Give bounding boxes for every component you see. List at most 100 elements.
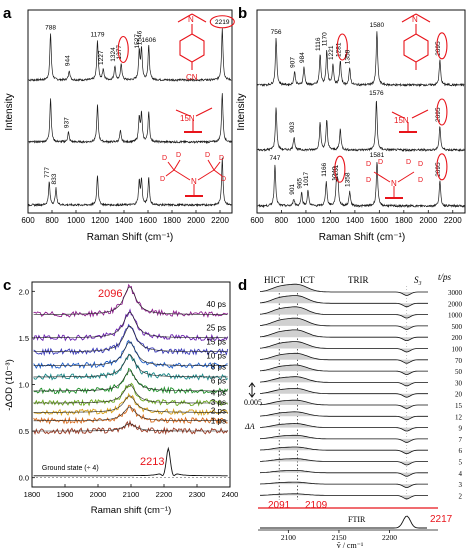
molecule-b-15n-fragment xyxy=(391,109,429,133)
fit-line xyxy=(33,384,228,404)
peak-circle xyxy=(336,33,348,61)
peak-label-2217: 2217 xyxy=(430,514,453,525)
molecule-b-top xyxy=(401,13,431,70)
y-tick-label: 1.5 xyxy=(19,334,29,343)
trir-trace xyxy=(259,481,428,488)
trir-trace xyxy=(259,388,428,398)
x-tick-label: 2100 xyxy=(123,490,140,499)
y-tick-label: 1.0 xyxy=(19,381,29,390)
peak-circle xyxy=(334,155,346,183)
x-tick-label: 2200 xyxy=(156,490,173,499)
delay-label: 6 xyxy=(459,447,463,455)
y-tick-label: 0.5 xyxy=(19,427,29,436)
delay-label: 6 ps xyxy=(211,377,226,386)
header-tps: t/ps xyxy=(438,272,452,282)
x-tick-label: 2000 xyxy=(187,216,205,225)
x-tick-label: 1800 xyxy=(24,490,41,499)
transient-trace xyxy=(33,339,228,370)
delay-label: 2 ps xyxy=(211,406,226,415)
molecule-a-n2-label: N xyxy=(191,177,197,186)
molecule-a-15n-label: 15N xyxy=(180,114,195,123)
ftir-label: FTIR xyxy=(348,515,366,524)
peak-label: 1546 xyxy=(137,30,144,45)
x-tick-label: 1600 xyxy=(370,216,388,225)
transient-trace xyxy=(33,323,229,357)
x-tick-label: 2000 xyxy=(419,216,437,225)
x-tick-label: 2200 xyxy=(444,216,462,225)
molecule-b-d4: D xyxy=(406,159,411,166)
molecule-b-d1: D xyxy=(366,161,371,168)
transient-trace xyxy=(33,367,229,396)
molecule-b-n2-label: N xyxy=(391,179,397,188)
trir-trace xyxy=(259,399,428,409)
trir-fill xyxy=(260,365,428,375)
peak-label: 2095 xyxy=(435,162,442,177)
panel-c-xlabel: Raman shift (cm⁻¹) xyxy=(91,505,172,516)
panel-a-letter: a xyxy=(3,5,12,22)
peak-label: 1324 xyxy=(110,47,117,62)
trir-fill xyxy=(260,447,428,454)
x-tick-label: 1200 xyxy=(91,216,109,225)
trir-fill xyxy=(260,341,428,352)
molecule-b-d6: D xyxy=(418,177,423,184)
delay-label: 50 xyxy=(455,368,463,376)
peak-label: 907 xyxy=(290,57,297,68)
transient-trace xyxy=(33,382,229,407)
ftir-trace xyxy=(260,515,427,529)
peak-label: 1221 xyxy=(328,45,335,60)
peak-label: 833 xyxy=(51,173,58,184)
fit-line xyxy=(33,354,228,378)
x-tick-label: 1800 xyxy=(163,216,181,225)
peak-circle xyxy=(436,98,448,126)
peak-label: 1179 xyxy=(90,31,104,38)
peak-label: 777 xyxy=(44,167,51,178)
peak-circle xyxy=(436,32,448,60)
delay-label: 4 ps xyxy=(211,389,226,398)
fit-line xyxy=(33,341,228,366)
trir-fill xyxy=(260,470,428,477)
delay-label: 25 ps xyxy=(206,323,226,332)
trir-trace xyxy=(259,306,428,319)
panel-b-letter: b xyxy=(238,5,247,22)
trir-fill xyxy=(260,493,428,499)
trir-fill xyxy=(260,435,428,443)
molecule-b-n-label: N xyxy=(412,15,418,24)
molecule-b-d5: D xyxy=(418,161,423,168)
peak-label: 984 xyxy=(299,52,306,63)
delay-label: 8 ps xyxy=(211,363,226,372)
trir-trace xyxy=(259,295,428,308)
x-tick-label: 2000 xyxy=(90,490,107,499)
x-tick-label: 800 xyxy=(45,216,59,225)
y-tick-label: 0.0 xyxy=(19,474,29,483)
fit-line xyxy=(33,406,228,422)
molecule-a-d6: D xyxy=(221,176,226,183)
peak-label: 937 xyxy=(63,117,70,128)
panel-a-ylabel: Intensity xyxy=(4,93,15,130)
peak-label: 1527 xyxy=(134,34,141,49)
fit-line xyxy=(33,395,228,413)
molecule-a-cn-label: CN xyxy=(186,73,198,82)
trir-trace xyxy=(260,493,428,500)
trir-fill xyxy=(260,388,428,398)
x-tick-label: 2150 xyxy=(331,533,346,542)
panel-d-letter: d xyxy=(238,277,247,294)
panel-c-letter: c xyxy=(3,277,11,294)
scale-bar-label: 0.005 xyxy=(244,398,262,407)
molecule-dimethylamino-benzonitrile xyxy=(177,13,207,70)
trir-fill xyxy=(260,284,428,296)
delay-label: 3 ps xyxy=(211,398,226,407)
transient-trace xyxy=(33,353,228,381)
panel-a-xlabel: Raman Shift (cm⁻¹) xyxy=(87,232,173,243)
delay-label: 40 ps xyxy=(206,300,226,309)
trir-fill xyxy=(260,329,428,341)
trir-fill xyxy=(260,411,428,420)
ground-state-trace xyxy=(33,446,228,477)
delay-label: 15 xyxy=(455,402,463,410)
trir-trace xyxy=(259,352,428,364)
peak-circle xyxy=(209,15,235,29)
peak-label: 965 xyxy=(297,178,304,189)
peak-label: 1576 xyxy=(369,90,384,97)
y-tick-label: 2.0 xyxy=(19,287,29,296)
trir-fill xyxy=(260,376,428,386)
molecule-a-n-label: N xyxy=(188,15,194,24)
